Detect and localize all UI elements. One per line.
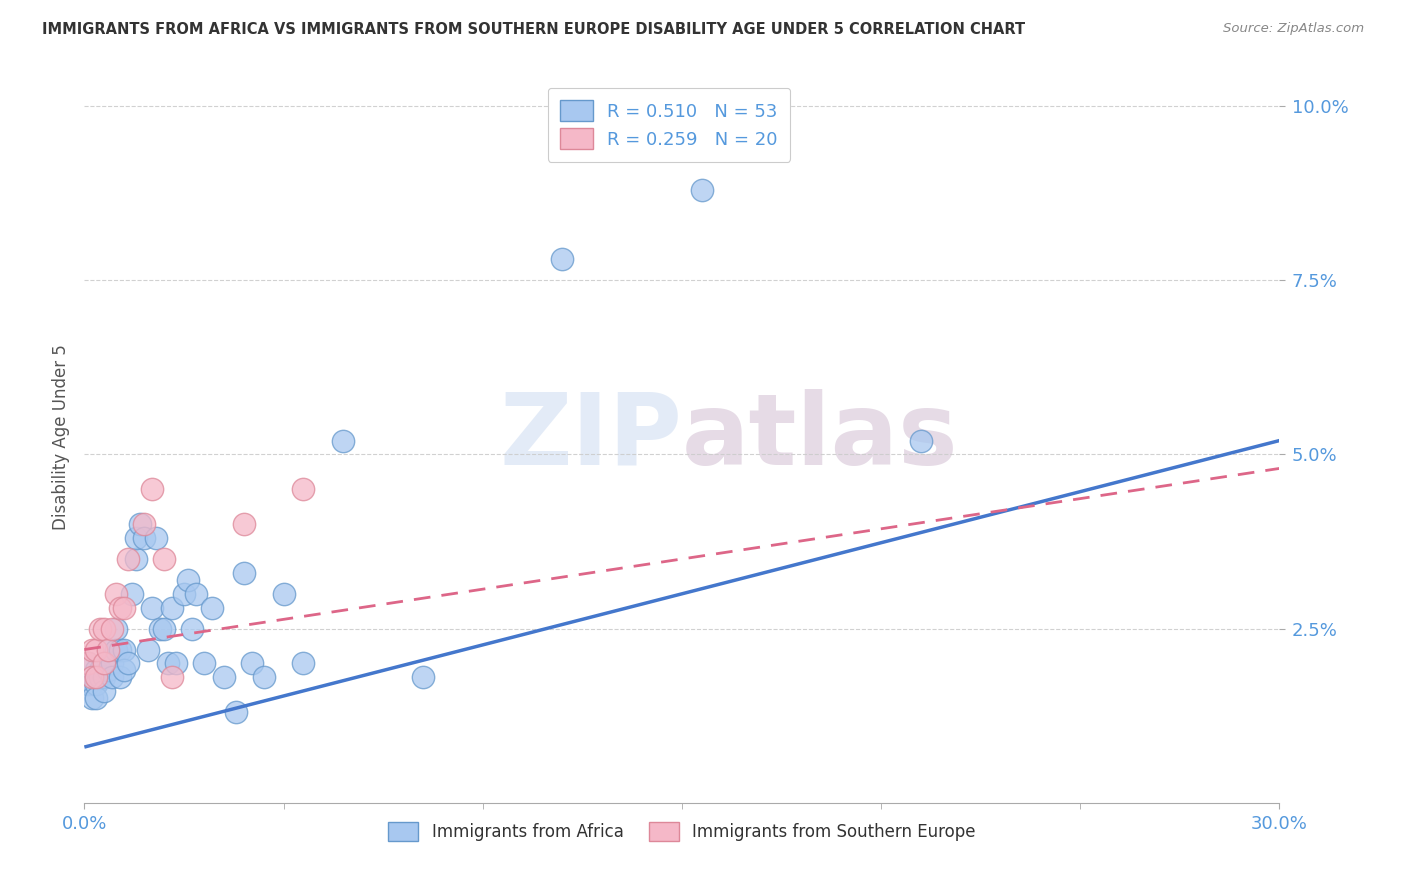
Point [332, 434, 354, 448]
Text: ZIP: ZIP [499, 389, 682, 485]
Point [141, 600, 163, 615]
Point [110, 670, 132, 684]
Point [89, 670, 111, 684]
Point [412, 670, 434, 684]
Point [89, 622, 111, 636]
Point [132, 517, 156, 532]
Point [82, 691, 104, 706]
Point [232, 517, 254, 532]
Point [212, 670, 235, 684]
Point [292, 483, 315, 497]
Point [117, 552, 139, 566]
Point [93, 684, 115, 698]
Point [149, 622, 172, 636]
Point [77, 657, 100, 671]
Point [173, 587, 195, 601]
Point [132, 531, 156, 545]
Point [129, 517, 152, 532]
Point [690, 183, 713, 197]
Point [86, 677, 108, 691]
Point [225, 705, 247, 719]
Text: atlas: atlas [682, 389, 959, 485]
Point [177, 573, 200, 587]
Point [184, 587, 207, 601]
Point [273, 587, 295, 601]
Point [112, 642, 135, 657]
Point [77, 657, 100, 671]
Point [101, 670, 124, 684]
Point [551, 252, 574, 267]
Point [110, 642, 132, 657]
Point [910, 434, 932, 448]
Point [101, 622, 124, 636]
Point [93, 657, 115, 671]
Point [121, 587, 143, 601]
Point [253, 670, 276, 684]
Point [86, 691, 108, 706]
Point [193, 657, 215, 671]
Point [110, 600, 132, 615]
Point [125, 552, 148, 566]
Point [160, 670, 183, 684]
Legend: Immigrants from Africa, Immigrants from Southern Europe: Immigrants from Africa, Immigrants from … [380, 814, 984, 849]
Point [93, 622, 115, 636]
Point [82, 642, 104, 657]
Point [112, 600, 135, 615]
Point [141, 483, 163, 497]
Point [105, 642, 128, 657]
Point [82, 677, 104, 691]
Point [112, 664, 135, 678]
Point [240, 657, 263, 671]
Point [232, 566, 254, 580]
Point [86, 670, 108, 684]
Text: Source: ZipAtlas.com: Source: ZipAtlas.com [1223, 22, 1364, 36]
Point [89, 664, 111, 678]
Point [153, 622, 176, 636]
Point [105, 622, 128, 636]
Point [97, 642, 120, 657]
Point [105, 587, 128, 601]
Point [77, 677, 100, 691]
Point [82, 670, 104, 684]
Point [165, 657, 187, 671]
Point [86, 664, 108, 678]
Point [201, 600, 224, 615]
Point [160, 600, 183, 615]
Point [86, 642, 108, 657]
Text: IMMIGRANTS FROM AFRICA VS IMMIGRANTS FROM SOUTHERN EUROPE DISABILITY AGE UNDER 5: IMMIGRANTS FROM AFRICA VS IMMIGRANTS FRO… [42, 22, 1025, 37]
Point [125, 531, 148, 545]
Point [181, 622, 204, 636]
Y-axis label: Disability Age Under 5: Disability Age Under 5 [52, 344, 70, 530]
Point [136, 642, 159, 657]
Point [101, 657, 124, 671]
Point [157, 657, 180, 671]
Point [93, 670, 115, 684]
Point [145, 531, 167, 545]
Point [292, 657, 315, 671]
Point [97, 664, 120, 678]
Point [97, 642, 120, 657]
Point [117, 657, 139, 671]
Point [153, 552, 176, 566]
